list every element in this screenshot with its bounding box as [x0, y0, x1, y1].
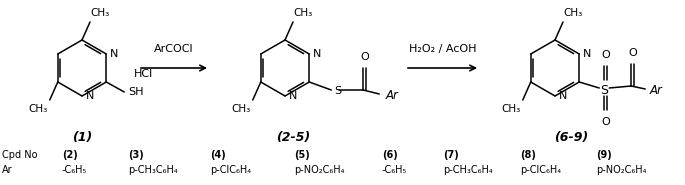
Text: p-NO₂C₆H₄: p-NO₂C₆H₄: [294, 165, 345, 175]
Text: N: N: [289, 91, 297, 101]
Text: N: N: [559, 91, 567, 101]
Text: ArCOCl: ArCOCl: [154, 44, 194, 54]
Text: p-CH₃C₆H₄: p-CH₃C₆H₄: [128, 165, 177, 175]
Text: (2-5): (2-5): [276, 132, 310, 144]
Text: -C₆H₅: -C₆H₅: [382, 165, 408, 175]
Text: (4): (4): [210, 150, 226, 160]
Text: Ar: Ar: [385, 88, 398, 102]
Text: (9): (9): [596, 150, 612, 160]
Text: (6): (6): [382, 150, 398, 160]
Text: N: N: [86, 91, 95, 101]
Text: N: N: [110, 49, 119, 59]
Text: p-ClC₆H₄: p-ClC₆H₄: [210, 165, 251, 175]
Text: (3): (3): [128, 150, 144, 160]
Text: p-NO₂C₆H₄: p-NO₂C₆H₄: [596, 165, 647, 175]
Text: (1): (1): [72, 132, 92, 144]
Text: p-CH₃C₆H₄: p-CH₃C₆H₄: [443, 165, 493, 175]
Text: S: S: [600, 83, 608, 97]
Text: CH₃: CH₃: [501, 104, 521, 114]
Text: N: N: [313, 49, 322, 59]
Text: Ar: Ar: [649, 83, 662, 97]
Text: (2): (2): [62, 150, 78, 160]
Text: HCl: HCl: [134, 69, 153, 79]
Text: CH₃: CH₃: [29, 104, 48, 114]
Text: O: O: [361, 52, 370, 62]
Text: S: S: [334, 86, 341, 96]
Text: O: O: [602, 50, 610, 60]
Text: (5): (5): [294, 150, 310, 160]
Text: Cpd No: Cpd No: [2, 150, 38, 160]
Text: N: N: [583, 49, 592, 59]
Text: p-ClC₆H₄: p-ClC₆H₄: [520, 165, 561, 175]
Text: CH₃: CH₃: [293, 8, 312, 18]
Text: (7): (7): [443, 150, 459, 160]
Text: CH₃: CH₃: [563, 8, 582, 18]
Text: Ar: Ar: [2, 165, 12, 175]
Text: O: O: [602, 117, 610, 127]
Text: CH₃: CH₃: [90, 8, 109, 18]
Text: CH₃: CH₃: [232, 104, 251, 114]
Text: SH: SH: [128, 87, 144, 97]
Text: (8): (8): [520, 150, 536, 160]
Text: (6-9): (6-9): [554, 132, 588, 144]
Text: O: O: [629, 48, 638, 58]
Text: H₂O₂ / AcOH: H₂O₂ / AcOH: [409, 44, 476, 54]
Text: -C₆H₅: -C₆H₅: [62, 165, 87, 175]
